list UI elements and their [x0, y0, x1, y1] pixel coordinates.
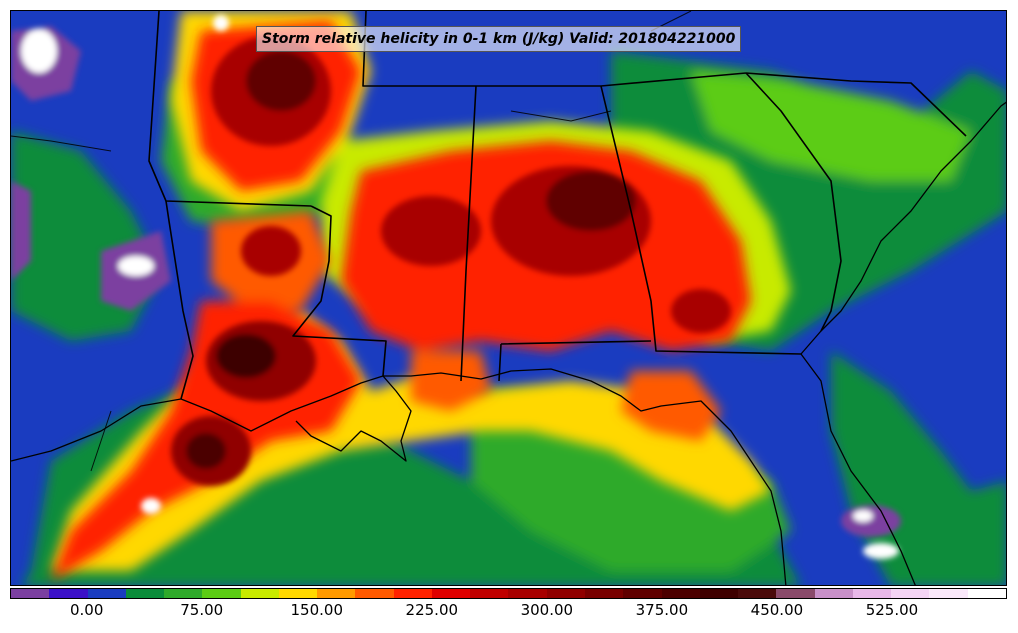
colorbar-tick-label: 75.00: [180, 601, 224, 619]
colorbar-segment: [814, 589, 853, 598]
colorbar: [10, 588, 1007, 599]
map-title: Storm relative helicity in 0-1 km (J/kg)…: [256, 26, 742, 52]
field-low-values: [11, 15, 901, 559]
colorbar-segment: [546, 589, 585, 598]
colorbar-segment: [929, 589, 968, 598]
colorbar-tick-labels: 0.00 75.00 150.00 225.00 300.00 375.00 450.00 5…: [10, 601, 1007, 625]
colorbar-segment: [661, 589, 700, 598]
colorbar-segment: [164, 589, 203, 598]
colorbar-segment: [125, 589, 165, 598]
field-dark-cores: [171, 36, 731, 486]
colorbar-tick-label: 0.00: [69, 601, 104, 619]
colorbar-segment: [278, 589, 318, 598]
colorbar-segment: [470, 589, 509, 598]
colorbar-segment: [393, 589, 432, 598]
colorbar-segment: [87, 589, 126, 598]
colorbar-segment: [623, 589, 662, 598]
colorbar-segment: [891, 589, 930, 598]
colorbar-tick-label: 375.00: [635, 601, 689, 619]
colorbar-segment: [317, 589, 356, 598]
colorbar-tick-label: 300.00: [520, 601, 574, 619]
colorbar-segment: [738, 589, 777, 598]
state-borders: [148, 11, 967, 400]
coastline: [11, 101, 1006, 585]
colorbar-segment: [49, 589, 88, 598]
colorbar-segment: [431, 589, 471, 598]
colorbar-segment: [508, 589, 547, 598]
colorbar-tick-label: 225.00: [405, 601, 459, 619]
colorbar-segment: [967, 589, 1006, 598]
colorbar-segment: [852, 589, 892, 598]
colorbar-segment: [240, 589, 279, 598]
colorbar-segment: [776, 589, 815, 598]
colorbar-segment: [11, 589, 50, 598]
colorbar-segment: [355, 589, 394, 598]
colorbar-tick-label: 150.00: [290, 601, 344, 619]
colorbar-segment: [699, 589, 739, 598]
colorbar-segment: [202, 589, 241, 598]
helicity-map: [11, 11, 1006, 585]
colorbar-tick-label: 450.00: [750, 601, 804, 619]
colorbar-segment: [584, 589, 624, 598]
colorbar-tick-label: 525.00: [865, 601, 919, 619]
map-panel: Storm relative helicity in 0-1 km (J/kg)…: [10, 10, 1007, 586]
